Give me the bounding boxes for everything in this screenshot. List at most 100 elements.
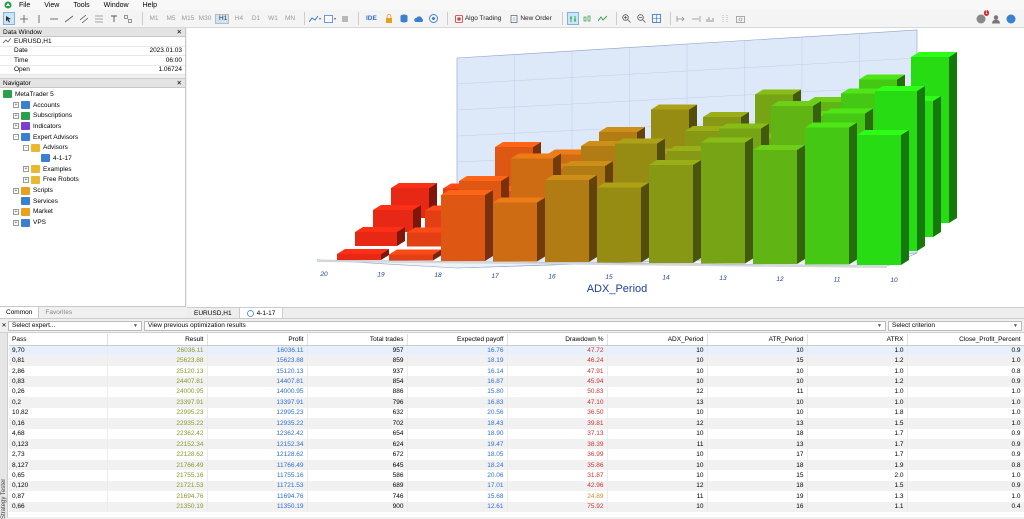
table-row[interactable]: 0,83 24407.81 14407.81 854 16.87 45.94 10 10 1.2… bbox=[9, 376, 1024, 387]
expand-toggle-icon[interactable]: + bbox=[13, 102, 19, 109]
timeframe-w1-button[interactable]: W1 bbox=[268, 15, 278, 22]
signals-icon[interactable] bbox=[428, 12, 440, 25]
column-header[interactable]: ADX_Period bbox=[607, 334, 708, 346]
select-criterion-dropdown[interactable]: Select criterion ▼ bbox=[888, 320, 1022, 331]
navigator-item[interactable]: + Accounts bbox=[0, 100, 185, 111]
expand-toggle-icon[interactable]: + bbox=[13, 219, 19, 226]
navigator-item[interactable]: - Expert Advisors bbox=[0, 132, 185, 143]
column-header[interactable]: Pass bbox=[9, 334, 108, 346]
chart-shift-icon[interactable] bbox=[690, 12, 702, 25]
navigator-item[interactable]: + Examples bbox=[0, 164, 185, 175]
navigator-item[interactable]: MetaTrader 5 bbox=[0, 89, 185, 100]
account-icon[interactable] bbox=[990, 12, 1002, 25]
autoscroll-icon[interactable] bbox=[675, 12, 687, 25]
notifications-button[interactable]: 1 bbox=[975, 10, 989, 25]
horizontal-line-tool-button[interactable] bbox=[48, 12, 60, 25]
expand-toggle-icon[interactable]: - bbox=[23, 144, 29, 151]
cursor-tool-button[interactable] bbox=[3, 12, 15, 25]
tester-close-icon[interactable]: ✕ bbox=[1, 323, 7, 329]
menu-file[interactable]: File bbox=[19, 1, 31, 9]
community-icon[interactable] bbox=[1005, 12, 1017, 25]
column-header[interactable]: Drawdown % bbox=[507, 334, 608, 346]
column-header[interactable]: Total trades bbox=[307, 334, 408, 346]
column-header[interactable]: Close_Profit_Percent bbox=[907, 334, 1024, 346]
table-row[interactable]: 0,87 21694.76 11694.76 746 15.68 24.89 11 19 1.3… bbox=[9, 491, 1024, 502]
expand-toggle-icon[interactable]: + bbox=[23, 166, 29, 173]
table-row[interactable]: 2,86 25120.13 15120.13 937 16.14 47.91 10 10 1.0… bbox=[9, 365, 1024, 377]
table-row[interactable]: 0,123 22152.34 12152.34 624 19.47 38.39 11 13 1.… bbox=[9, 438, 1024, 450]
table-row[interactable]: 0,120 21721.53 11721.53 689 17.01 42.96 12 18 1.… bbox=[9, 480, 1024, 492]
timeframe-d1-button[interactable]: D1 bbox=[251, 15, 261, 22]
menu-window[interactable]: Window bbox=[103, 1, 129, 9]
menu-view[interactable]: View bbox=[44, 1, 60, 9]
expand-toggle-icon[interactable]: + bbox=[13, 112, 19, 119]
grid-icon[interactable] bbox=[651, 12, 663, 25]
navigator-item[interactable]: Services bbox=[0, 196, 185, 207]
table-row[interactable]: 8,127 21766.49 11766.49 645 18.24 35.86 10 18 1.… bbox=[9, 459, 1024, 471]
navigator-item[interactable]: + Market bbox=[0, 207, 185, 218]
timeframe-m15-button[interactable]: M15 bbox=[181, 15, 195, 22]
algo-trading-button[interactable]: Algo Trading bbox=[452, 12, 505, 25]
table-row[interactable]: 0,66 21350.19 11350.19 900 12.61 75.92 10 16 1.1… bbox=[9, 501, 1024, 512]
navigator-item[interactable]: - Advisors bbox=[0, 142, 185, 153]
table-row[interactable]: 0,16 22935.22 12935.22 702 18.43 39.81 12 13 1.5… bbox=[9, 418, 1024, 429]
column-header[interactable]: Expected payoff bbox=[407, 334, 508, 346]
table-row[interactable]: 2,73 22128.62 12128.62 672 18.05 36.99 10 17 1.7… bbox=[9, 449, 1024, 460]
expand-toggle-icon[interactable]: + bbox=[23, 176, 29, 183]
column-header[interactable]: Result bbox=[107, 334, 208, 346]
table-row[interactable]: 9,70 26036.11 16036.11 957 16.76 47.72 10 10 1.0… bbox=[9, 345, 1024, 356]
candlesticks-button[interactable] bbox=[582, 12, 594, 25]
chart-type-button[interactable] bbox=[309, 12, 321, 25]
optimization-3d-chart[interactable]: 20 19 18 17 16 15 14 13 12 11 10 ADX_Period bbox=[187, 28, 1024, 307]
expand-toggle-icon[interactable]: + bbox=[13, 187, 19, 194]
table-row[interactable]: 0,2 23397.91 13397.91 796 16.83 47.10 13 10 1.0 1… bbox=[9, 397, 1024, 408]
timeframe-mn-button[interactable]: MN bbox=[284, 15, 296, 22]
expand-toggle-icon[interactable]: + bbox=[13, 208, 19, 215]
zoom-out-icon[interactable] bbox=[636, 12, 648, 25]
table-row[interactable]: 10,82 22995.23 12995.23 632 20.56 36.50 10 10 1.… bbox=[9, 407, 1024, 419]
tab-favorites[interactable]: Favorites bbox=[45, 309, 73, 316]
period-separators-icon[interactable] bbox=[720, 12, 732, 25]
navigator-item[interactable]: + Free Robots bbox=[0, 175, 185, 186]
timeframe-m1-button[interactable]: M1 bbox=[149, 15, 159, 22]
select-expert-dropdown[interactable]: Select expert... ▼ bbox=[8, 320, 142, 331]
navigator-item[interactable]: + Subscriptions bbox=[0, 110, 185, 121]
timeframe-h4-button[interactable]: H4 bbox=[234, 15, 244, 22]
zoom-in-icon[interactable] bbox=[621, 12, 633, 25]
navigator-close-icon[interactable]: ✕ bbox=[176, 80, 182, 87]
column-header[interactable]: Profit bbox=[207, 334, 308, 346]
line-chart-button[interactable] bbox=[597, 12, 609, 25]
tab-common[interactable]: Common bbox=[0, 307, 40, 318]
navigator-item[interactable]: + Scripts bbox=[0, 185, 185, 196]
table-row[interactable]: 0,65 21755.16 11755.16 586 20.06 31.87 10 15 2.0… bbox=[9, 470, 1024, 481]
chart-tab-optimization[interactable]: 4-1-17 bbox=[239, 308, 284, 318]
fibonacci-tool-button[interactable] bbox=[93, 12, 105, 25]
table-row[interactable]: 0,26 24000.95 14000.95 886 15.80 50.83 12 11 1.0… bbox=[9, 386, 1024, 398]
lock-icon[interactable] bbox=[383, 12, 395, 25]
trendline-tool-button[interactable] bbox=[63, 12, 75, 25]
new-order-button[interactable]: New Order bbox=[507, 12, 554, 25]
vertical-line-tool-button[interactable] bbox=[33, 12, 45, 25]
database-icon[interactable] bbox=[398, 12, 410, 25]
chart-tab-eurusd[interactable]: EURUSD,H1 bbox=[187, 308, 240, 318]
indicators-list-button[interactable] bbox=[339, 12, 351, 25]
menu-tools[interactable]: Tools bbox=[73, 1, 90, 9]
expand-toggle-icon[interactable]: - bbox=[13, 134, 19, 141]
depth-of-market-button[interactable] bbox=[566, 12, 579, 25]
timeframe-m30-button[interactable]: M30 bbox=[198, 15, 212, 22]
column-header[interactable]: ATR_Period bbox=[707, 334, 808, 346]
menu-help[interactable]: Help bbox=[142, 1, 157, 9]
templates-button[interactable] bbox=[324, 12, 336, 25]
cloud-network-icon[interactable] bbox=[413, 12, 425, 25]
channel-tool-button[interactable] bbox=[78, 12, 90, 25]
column-header[interactable]: ATRX bbox=[807, 334, 908, 346]
screenshot-icon[interactable] bbox=[735, 12, 747, 25]
timeframe-h1-button[interactable]: H1 bbox=[215, 13, 229, 24]
view-results-dropdown[interactable]: View previous optimization results ▼ bbox=[144, 320, 886, 331]
table-row[interactable]: 4,68 22362.42 12362.42 654 18.90 37.13 10 18 1.7… bbox=[9, 428, 1024, 439]
expand-toggle-icon[interactable]: + bbox=[13, 123, 19, 130]
navigator-item[interactable]: 4-1-17 bbox=[0, 153, 185, 164]
timeframe-m5-button[interactable]: M5 bbox=[166, 15, 176, 22]
ide-button[interactable]: IDE bbox=[363, 12, 380, 25]
shapes-tool-button[interactable] bbox=[123, 12, 135, 25]
